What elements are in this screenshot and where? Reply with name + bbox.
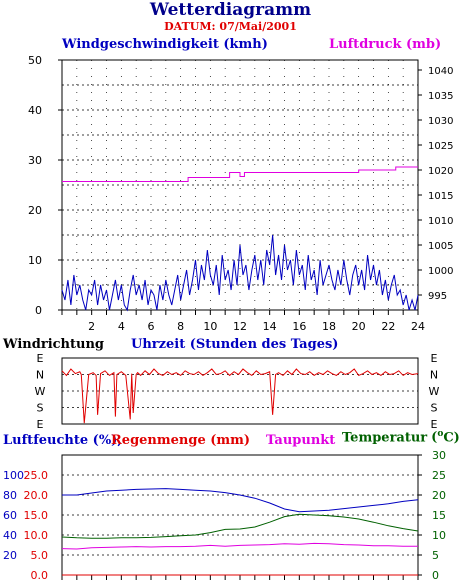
direction-right-tick-label: E	[431, 352, 438, 365]
pressure-y-tick-label: 1005	[428, 241, 453, 252]
temperature-tick-label: 15	[432, 509, 446, 522]
rain-tick-label: 15.0	[24, 509, 49, 522]
series-luftdruck	[62, 166, 418, 182]
humidity-tick-label: 100	[3, 469, 24, 482]
x-tick-label: 14	[263, 320, 277, 333]
temperature-tick-label: 30	[432, 449, 446, 462]
temperature-axis-label: Temperatur (oC)	[342, 429, 460, 445]
x-tick-label: 20	[352, 320, 366, 333]
series-luftfeuchte	[62, 488, 419, 513]
x-tick-label: 12	[233, 320, 247, 333]
wind-y-tick-label: 10	[28, 254, 42, 267]
series-temperatur	[61, 513, 419, 539]
temperature-tick-label: 10	[432, 529, 446, 542]
direction-left-tick-label: E	[37, 352, 44, 365]
rain-axis-label: Regenmenge (mm)	[111, 433, 251, 448]
page-title: Wetterdiagramm	[149, 0, 312, 20]
humidity-tick-label: 20	[3, 549, 17, 562]
pressure-y-tick-label: 1020	[428, 166, 453, 177]
direction-left-tick-label: E	[37, 418, 44, 431]
wind-y-tick-label: 0	[35, 304, 42, 317]
temperature-unit-close: C)	[443, 430, 460, 446]
temperature-unit-open: (	[431, 430, 438, 446]
dewpoint-label: Taupunkt	[266, 433, 336, 448]
series-direction	[61, 368, 419, 424]
wind-speed-axis-label: Windgeschwindigkeit (kmh)	[62, 37, 268, 52]
rain-tick-label: 5.0	[31, 549, 49, 562]
humidity-tick-label: 80	[3, 489, 17, 502]
temperature-label-text: Temperatur	[342, 430, 428, 446]
series-taupunkt	[61, 542, 418, 550]
rain-tick-label: 25.0	[24, 469, 49, 482]
pressure-y-tick-label: 1000	[428, 266, 453, 277]
humidity-axis-label: Luftfeuchte (%),	[3, 433, 122, 448]
pressure-axis-label: Luftdruck (mb)	[329, 37, 442, 52]
rain-tick-label: 20.0	[24, 489, 49, 502]
humidity-tick-label: 40	[3, 529, 17, 542]
direction-right-tick-label: E	[431, 418, 438, 431]
series-windgeschwindigkeit	[61, 234, 419, 312]
temperature-tick-label: 25	[432, 469, 446, 482]
temperature-tick-label: 20	[432, 489, 446, 502]
wind-y-tick-label: 30	[28, 154, 42, 167]
x-tick-label: 24	[411, 320, 425, 333]
temperature-unit-degree: o	[437, 429, 444, 439]
wind-y-tick-label: 20	[28, 204, 42, 217]
direction-left-tick-label: S	[37, 402, 44, 415]
x-tick-label: 16	[292, 320, 306, 333]
temperature-tick-label: 5	[432, 549, 439, 562]
pressure-y-tick-label: 1010	[428, 216, 453, 227]
date-label: DATUM: 07/Mai/2001	[164, 20, 297, 33]
x-tick-label: 8	[177, 320, 184, 333]
pressure-y-tick-label: 1040	[428, 66, 453, 77]
wind-panel-frame	[61, 59, 419, 311]
direction-left-tick-label: W	[35, 385, 46, 398]
pressure-y-tick-label: 1035	[428, 91, 453, 102]
direction-right-tick-label: N	[430, 369, 438, 382]
wind-direction-label: Windrichtung	[3, 337, 105, 352]
direction-left-tick-label: N	[36, 369, 44, 382]
pressure-y-tick-label: 1015	[428, 191, 453, 202]
pressure-y-tick-label: 1025	[428, 141, 453, 152]
x-tick-label: 4	[118, 320, 125, 333]
x-tick-label: 10	[203, 320, 217, 333]
direction-right-tick-label: S	[431, 402, 438, 415]
wind-y-tick-label: 40	[28, 104, 42, 117]
direction-right-tick-label: W	[429, 385, 440, 398]
x-tick-label: 22	[381, 320, 395, 333]
x-tick-label: 2	[88, 320, 95, 333]
humidity-tick-label: 60	[3, 509, 17, 522]
wind-y-tick-label: 50	[28, 54, 42, 67]
pressure-y-tick-label: 995	[428, 291, 447, 302]
x-tick-label: 6	[148, 320, 155, 333]
pressure-y-tick-label: 1030	[428, 116, 453, 127]
rain-tick-label: 10.0	[24, 529, 49, 542]
x-tick-label: 18	[322, 320, 336, 333]
temperature-tick-label: 0	[432, 569, 439, 582]
x-axis-label: Uhrzeit (Stunden des Tages)	[131, 337, 339, 352]
humidity-panel-frame	[61, 454, 419, 576]
rain-tick-label: 0.0	[31, 569, 49, 582]
